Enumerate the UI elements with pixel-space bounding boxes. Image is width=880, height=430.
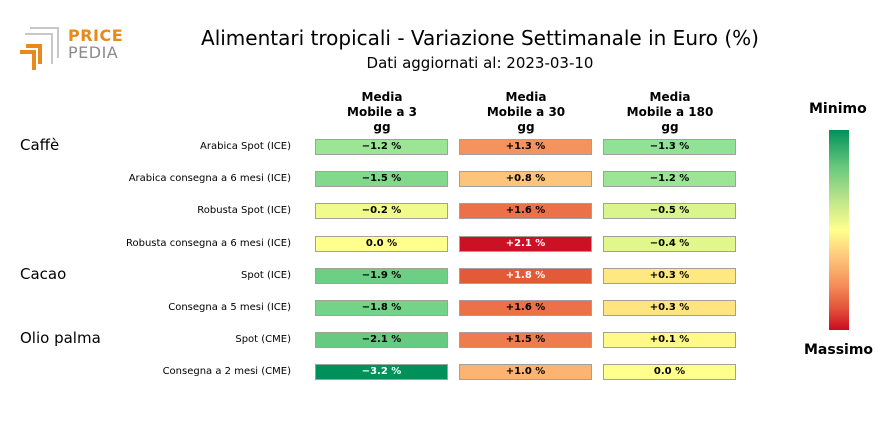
- row-label: Robusta Spot (ICE): [197, 205, 291, 217]
- heatmap-cell: −1.3 %: [603, 139, 736, 155]
- group-label-1: Caffè: [20, 136, 60, 154]
- group-label-3: Olio palma: [20, 329, 101, 348]
- logo-text-pedia: PEDIA: [68, 43, 119, 62]
- heatmap-cell: +0.3 %: [603, 300, 736, 316]
- colorbar-max-label: Massimo: [804, 342, 874, 358]
- heatmap-cell: +0.8 %: [459, 171, 592, 188]
- heatmap-cell: −2.1 %: [315, 332, 448, 349]
- chart-title: Alimentari tropicali - Variazione Settim…: [201, 26, 759, 50]
- chart-subtitle: Dati aggiornati al: 2023-03-10: [366, 54, 594, 72]
- row-label: Arabica Spot (ICE): [200, 141, 291, 152]
- pricepedia-logo-mark: [20, 27, 59, 70]
- row-label: Robusta consegna a 6 mesi (ICE): [125, 237, 291, 249]
- pricepedia-logo: PRICE PEDIA: [18, 24, 128, 74]
- row-label: Consegna a 2 mesi (CME): [162, 366, 291, 378]
- colorbar-min-label: Minimo: [809, 101, 867, 117]
- column-header-1: Media Mobile a 3 gg: [347, 90, 417, 134]
- heatmap-cell: 0.0 %: [315, 235, 448, 252]
- column-header-3: Media Mobile a 180 gg: [626, 90, 714, 134]
- heatmap-cell: −0.2 %: [315, 203, 448, 220]
- heatmap-cell: −1.9 %: [315, 267, 448, 284]
- group-label-2: Cacao: [20, 264, 67, 283]
- heatmap-cell: −3.2 %: [315, 364, 448, 381]
- heatmap-cell: +1.8 %: [459, 267, 592, 284]
- heatmap-cell: 0.0 %: [603, 364, 736, 381]
- colorbar: [829, 130, 849, 330]
- heatmap-cell: −1.5 %: [315, 171, 448, 188]
- logo-text-price: PRICE: [68, 26, 124, 45]
- heatmap-cell: +1.6 %: [459, 300, 592, 316]
- heatmap-cell: +1.6 %: [459, 203, 592, 220]
- heatmap-cell: +1.5 %: [459, 332, 592, 349]
- heatmap-cell: −1.2 %: [315, 139, 448, 155]
- heatmap-cell: +0.3 %: [603, 267, 736, 284]
- row-label: Spot (ICE): [241, 269, 291, 281]
- heatmap-cell: +1.3 %: [459, 139, 592, 155]
- row-label: Arabica consegna a 6 mesi (ICE): [128, 173, 291, 185]
- row-label: Consegna a 5 mesi (ICE): [168, 302, 291, 313]
- heatmap-cell: +0.1 %: [603, 332, 736, 349]
- heatmap-cell: −0.5 %: [603, 203, 736, 220]
- row-label: Spot (CME): [235, 334, 291, 346]
- heatmap-cell: −1.8 %: [315, 300, 448, 316]
- column-header-2: Media Mobile a 30 gg: [486, 90, 566, 134]
- heatmap-cell: +2.1 %: [459, 235, 592, 252]
- heatmap-cell: −1.2 %: [603, 171, 736, 188]
- heatmap-cell: −0.4 %: [603, 235, 736, 252]
- heatmap-cell: +1.0 %: [459, 364, 592, 381]
